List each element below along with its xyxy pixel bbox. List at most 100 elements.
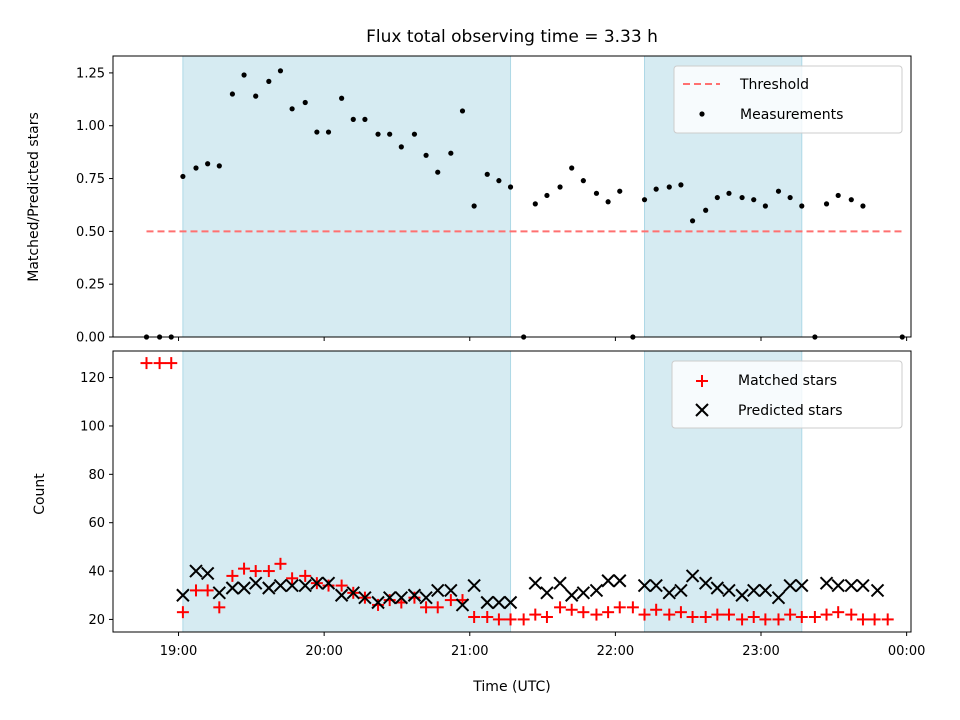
predicted-star-point [528,576,543,590]
top-y-tick-label: 1.00 [76,119,105,134]
predicted-star-point [662,586,676,600]
measurement-point [302,99,308,106]
bottom-x-tick-label: 22:00 [597,644,634,659]
bottom-series-layer [140,357,894,626]
predicted-star-point [480,595,494,610]
matched-star-point [165,357,178,370]
measurement-point [277,68,284,74]
predicted-star-point [819,576,834,590]
matched-star-point [845,608,858,621]
measurement-point [350,116,356,122]
predicted-star-point [285,578,299,593]
chart-title: Flux total observing time = 3.33 h [366,27,658,47]
top-x-ticks [178,337,908,341]
measurement-point [507,184,514,190]
measurement-point [835,192,841,199]
predicted-star-point [503,595,518,610]
measurement-point [666,184,672,190]
predicted-star-point [394,590,409,605]
measurement-point [325,129,332,135]
predicted-star-point [601,574,615,588]
predicted-star-point [783,578,797,593]
predicted-star-point [722,583,736,598]
top-axes-frame [112,55,912,338]
bottom-x-ticks: 19:00 20:00 21:00 22:00 23:00 00:00 [160,632,925,659]
measurement-point [241,72,247,78]
predicted-star-point [212,586,227,600]
top-y-tick-label: 0.50 [76,225,105,240]
predicted-star-point [735,588,749,602]
predicted-star-point [419,590,433,605]
predicted-star-point [747,583,761,598]
bottom-y-axis-label: Count [32,473,48,515]
bottom-axes-frame [112,350,912,633]
measurement-point [484,171,490,177]
matched-star-point [784,608,797,621]
predicted-star-point [553,576,567,590]
measurement-point [253,93,259,99]
top-y-axis-label: Matched/Predicted stars [26,112,42,282]
measurement-point [411,131,418,137]
matched-star-point [795,611,808,624]
predicted-star-point [540,586,554,600]
measurement-point [229,91,236,97]
bottom-x-tick-label: 00:00 [888,644,925,659]
matched-star-point [226,569,239,582]
matched-star-point [832,606,845,619]
measurement-point [423,152,429,158]
matched-star-point [444,594,457,607]
measurement-point [775,188,782,194]
predicted-stars-legend-swatch [695,403,709,417]
predicted-star-point [844,578,859,593]
matched-star-point [140,357,153,370]
measurement-point [375,131,381,137]
measurement-point [641,197,648,203]
predicted-star-point [176,588,190,602]
matched-star-point [372,598,385,611]
x-axis-label: Time (UTC) [472,679,550,695]
predicted-star-point [444,583,458,598]
matched-star-point [153,357,166,370]
predicted-star-point [371,595,385,610]
matched-stars-legend-label: Matched stars [738,373,837,389]
matched-stars-legend-swatch [696,375,708,387]
matched-star-point [431,601,444,614]
matched-star-point [808,611,821,624]
matched-star-point [759,613,772,626]
predicted-star-point [564,588,579,602]
predicted-star-point [225,581,240,595]
matched-star-point [868,613,881,626]
measurement-point [532,201,538,207]
matched-star-point [529,608,542,621]
predicted-star-point [576,586,591,600]
measurement-point [714,194,720,201]
matched-star-point [176,606,189,619]
matched-star-point [747,611,760,624]
measurement-point [180,173,186,180]
measurement-point [362,116,368,122]
matched-star-point [699,611,712,624]
matched-star-point [881,613,894,626]
matched-star-point [481,611,494,624]
bottom-y-tick-label: 80 [88,468,105,483]
measurement-point [387,131,393,137]
bottom-y-ticks: 20 40 60 80 100 120 [80,371,113,628]
measurement-point [448,150,454,156]
measurement-point [605,199,611,205]
matched-star-point [286,572,299,585]
measurement-point [726,190,732,196]
bottom-x-tick-label: 20:00 [305,644,342,659]
matched-star-point [540,611,553,624]
predicted-star-point [637,578,652,593]
matched-star-point [383,594,396,607]
measurement-point [739,194,745,201]
matched-star-point [408,591,421,604]
predicted-star-point [382,590,397,605]
predicted-star-point [685,569,700,583]
matched-star-point [722,608,735,621]
measurement-point [787,194,793,201]
bottom-x-tick-label: 23:00 [742,644,779,659]
predicted-star-point [321,576,336,590]
matched-star-point [274,557,287,570]
bottom-y-tick-label: 60 [88,516,105,531]
